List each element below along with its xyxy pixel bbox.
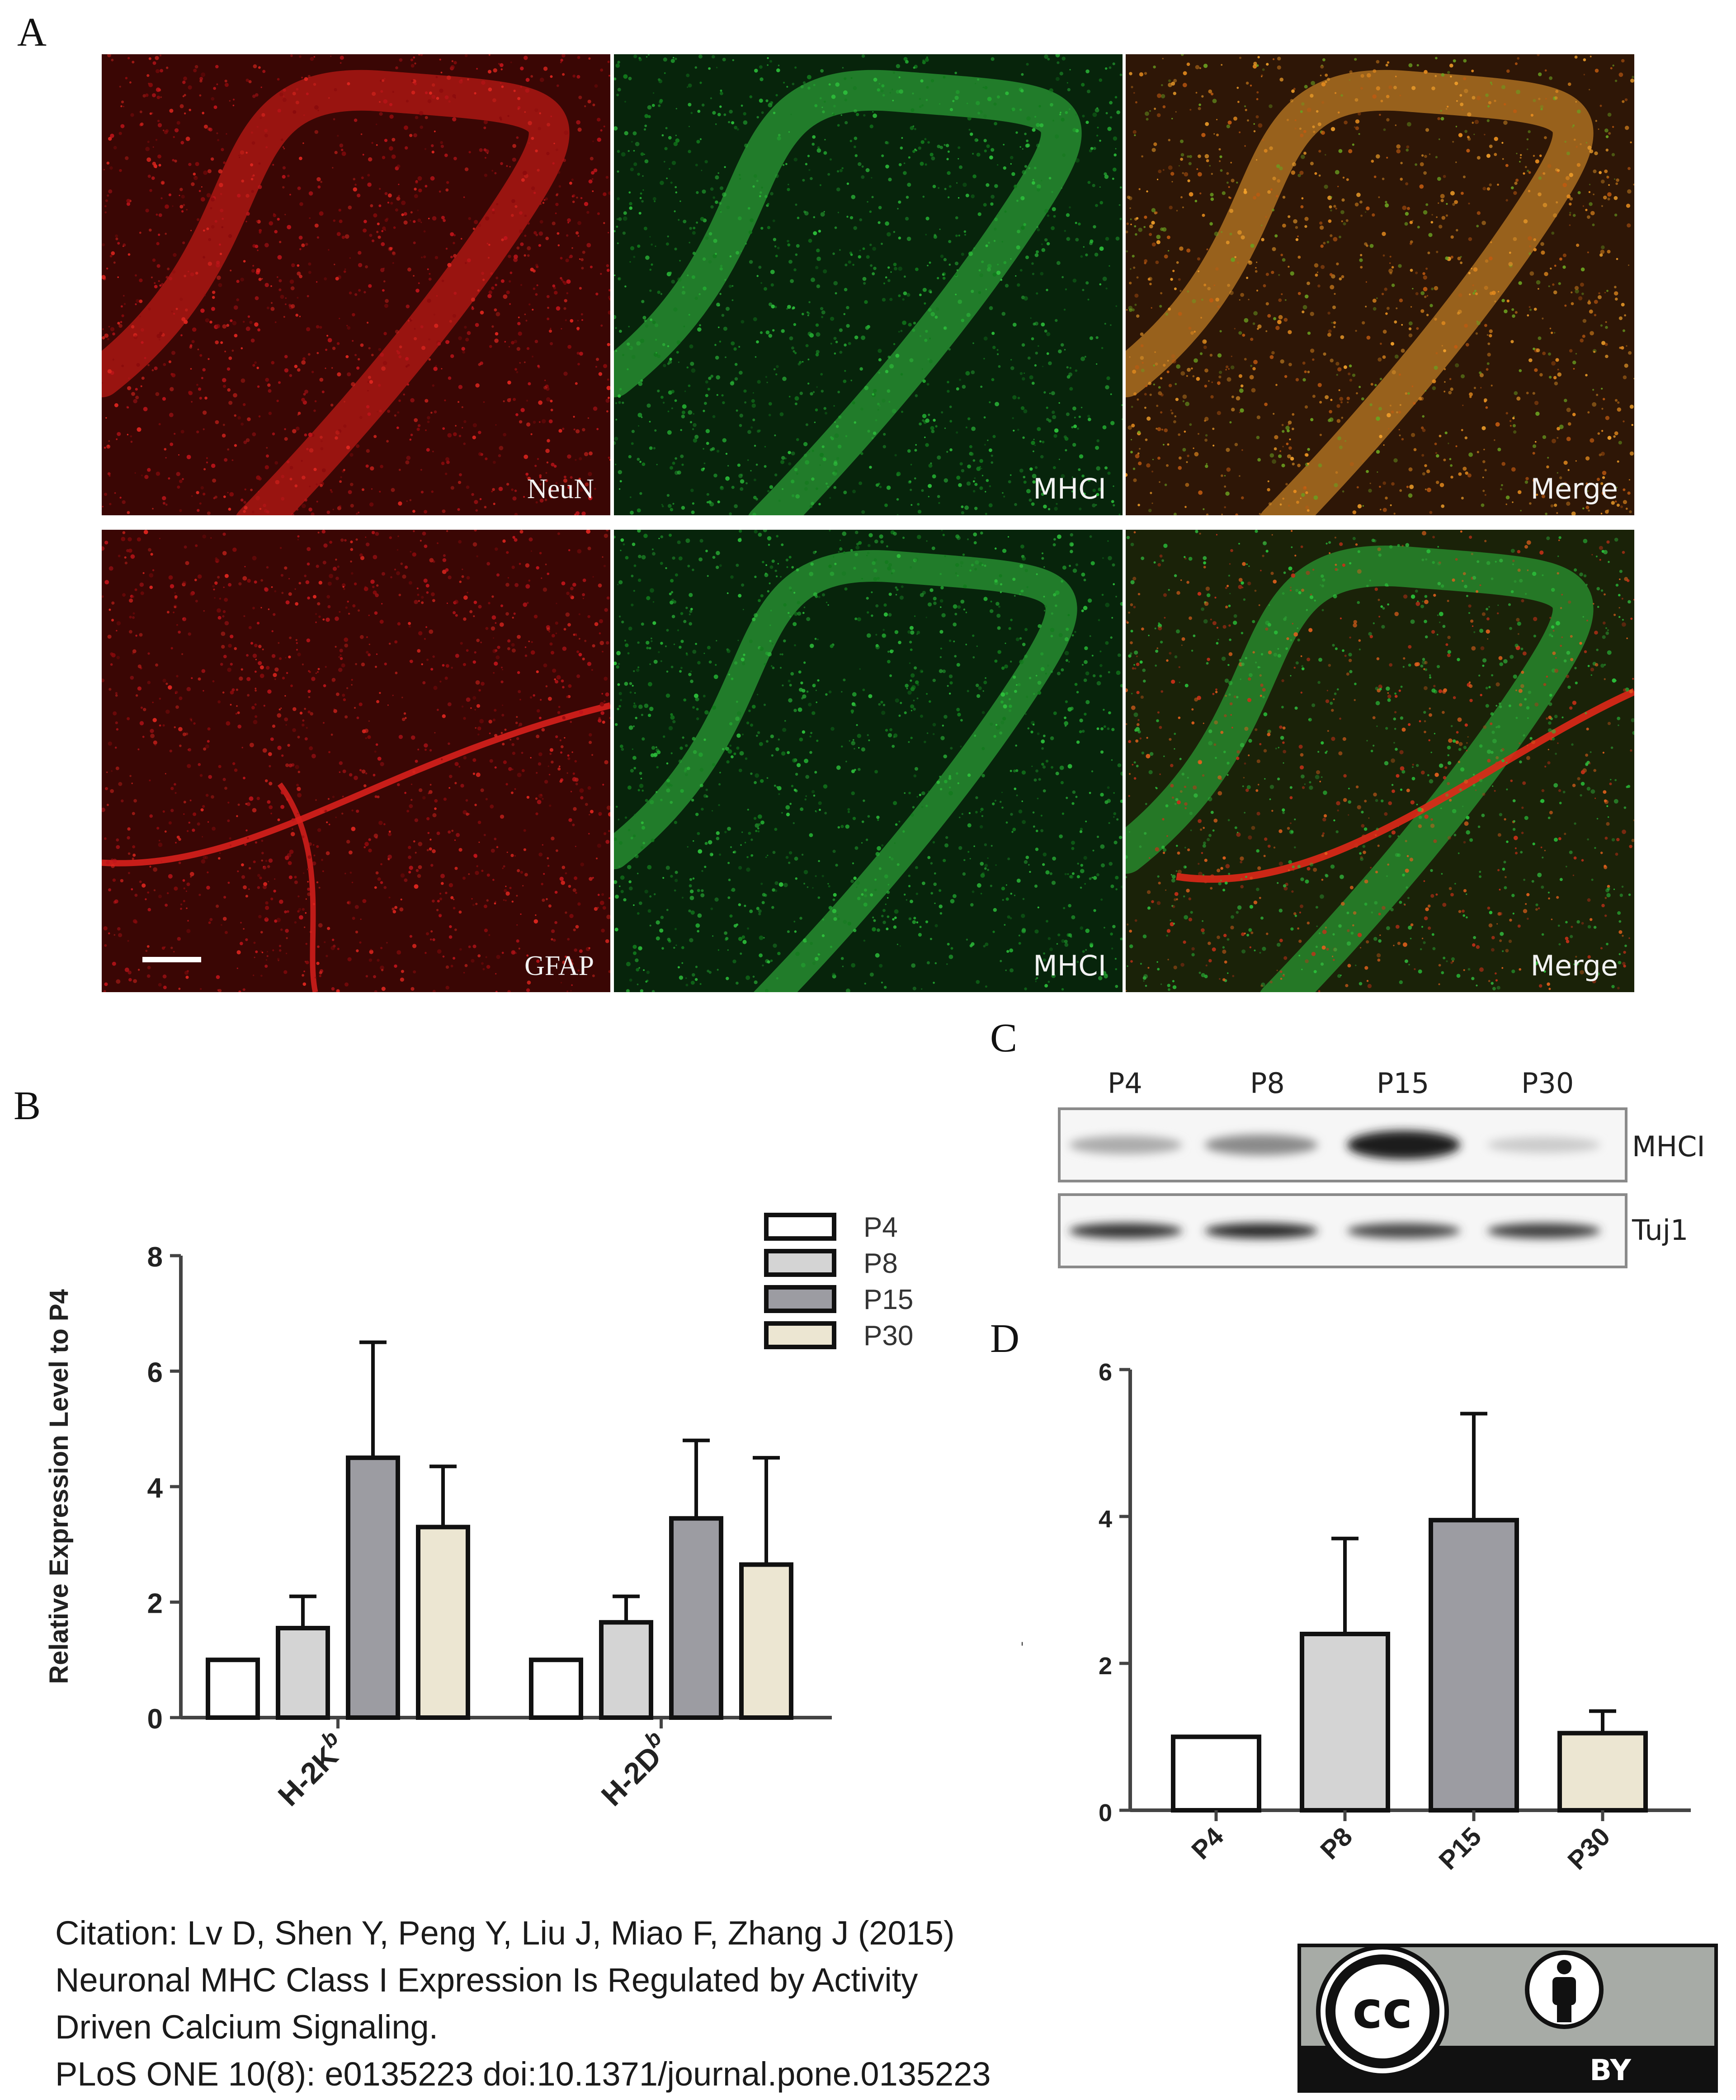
legend-label: P15: [863, 1284, 913, 1315]
micrograph-label: MHCI: [1033, 472, 1106, 505]
band-tuj1-p8: [1205, 1223, 1318, 1238]
bar-p30: [1557, 1731, 1648, 1813]
micrograph-merge-bottom: Merge: [1126, 530, 1634, 992]
cell-layer: [1126, 70, 1594, 515]
micrograph-label: NeuN: [527, 474, 594, 504]
lane-label-p15: P15: [1377, 1067, 1429, 1100]
citation-line-1: Citation: Lv D, Shen Y, Peng Y, Liu J, M…: [55, 1914, 955, 1952]
bar-p30-1: [739, 1562, 793, 1720]
cell-layer: [614, 70, 1082, 515]
scale-bar: [142, 957, 201, 962]
x-tick-label: H-2Db: [591, 1726, 677, 1812]
legend-swatch: [764, 1249, 836, 1277]
citation: Citation: Lv D, Shen Y, Peng Y, Liu J, M…: [55, 1910, 991, 2098]
legend-label: P30: [863, 1320, 913, 1351]
blot-image: [1058, 1107, 1628, 1268]
bar-p4-0: [206, 1657, 260, 1720]
micrograph-mhci-top: MHCI: [614, 54, 1123, 515]
cell-dots: [614, 54, 1123, 515]
y-tick-label: 2: [1099, 1653, 1112, 1680]
y-tick-label: 6: [147, 1357, 163, 1389]
blood-vessel: [102, 702, 610, 866]
cc-by-license-badge[interactable]: cc BY: [1297, 1944, 1718, 2093]
lane-label-p8: P8: [1250, 1067, 1285, 1100]
x-tick-label: P30: [1562, 1822, 1616, 1875]
x-tick-label: P15: [1433, 1822, 1487, 1875]
band-mhci-p4: [1069, 1135, 1182, 1154]
band-tuj1-p4: [1069, 1223, 1182, 1238]
cell-dots: [614, 530, 1123, 992]
y-tick-label: 0: [147, 1704, 163, 1735]
legend-swatch: [764, 1213, 836, 1241]
x-tick-label: P8: [1315, 1822, 1358, 1865]
chart-d-svg: 0 2 4 6 Relative Expression Level to P4 P4 P8 P…: [994, 1359, 1691, 1875]
legend-swatch: [764, 1321, 836, 1349]
panel-letter-a: A: [17, 10, 47, 55]
cell-layer: [614, 550, 1077, 992]
blood-vessel: [1176, 688, 1634, 883]
person-icon: [1525, 1950, 1604, 2029]
y-axis-label: Relative Expression Level to P4: [44, 1289, 74, 1684]
cell-dots: [102, 530, 610, 992]
micrograph-label: Merge: [1530, 472, 1618, 505]
cell-dots: [102, 54, 610, 515]
western-blot: P4 P8 P15 P30: [1058, 1058, 1628, 1275]
cell-layer: [102, 70, 570, 515]
y-tick-label: 4: [147, 1473, 163, 1504]
micrograph-label: MHCI: [1033, 949, 1106, 982]
y-tick-label: 2: [147, 1588, 163, 1620]
cell-layer: [1126, 546, 1594, 992]
bar-p4-1: [529, 1657, 583, 1720]
band-mhci-p8: [1205, 1135, 1318, 1155]
micrograph-background: [102, 530, 610, 992]
citation-line-2: Neuronal MHC Class I Expression Is Regul…: [55, 1961, 918, 1999]
band-mhci-p15: [1347, 1130, 1460, 1159]
micrograph-label: GFAP: [524, 951, 594, 981]
y-tick-label: 8: [147, 1242, 163, 1273]
legend-label: P4: [863, 1212, 898, 1243]
micrograph-neun: NeuN: [102, 54, 610, 515]
blot-row-label-mhci: MHCI: [1632, 1130, 1705, 1163]
lane-label-p4: P4: [1108, 1067, 1142, 1100]
bar-p15-0: [346, 1455, 400, 1720]
chart-d: 0 2 4 6 Relative Expression Level to P4 P4 P8 P…: [994, 1338, 1727, 1903]
chart-b-svg: 0 2 4 6 8 Relative Expression Level to P4 H-2K…: [44, 1212, 913, 1813]
legend-label: P8: [863, 1248, 898, 1279]
micrograph-gfap: GFAP: [102, 530, 610, 992]
panel-letter-b: B: [14, 1083, 41, 1128]
y-axis-label: Relative Expression Level to P4: [1022, 1393, 1023, 1788]
y-tick-label: 4: [1099, 1506, 1112, 1533]
bar-p8-0: [276, 1625, 330, 1720]
micrograph-label: Merge: [1530, 949, 1618, 982]
license-by-text: BY: [1590, 2054, 1631, 2087]
bar-p15-1: [669, 1516, 723, 1720]
bar-p30-0: [416, 1525, 470, 1720]
x-tick-label: H-2Kb: [268, 1726, 354, 1812]
blot-row-label-tuj1: Tuj1: [1632, 1214, 1689, 1247]
citation-line-4: PLoS ONE 10(8): e0135223 doi:10.1371/jou…: [55, 2055, 991, 2093]
cell-dots: [1126, 54, 1634, 515]
micrograph-merge-top: Merge: [1126, 54, 1634, 515]
band-tuj1-p15: [1347, 1223, 1460, 1238]
bar-p15: [1429, 1518, 1519, 1813]
lane-label-p30: P30: [1521, 1067, 1574, 1100]
bar-p8: [1300, 1632, 1390, 1813]
panel-letter-c: C: [990, 1016, 1018, 1060]
panel-letter-d: D: [990, 1316, 1019, 1361]
cell-dots: [1126, 530, 1634, 992]
band-mhci-p30: [1487, 1137, 1600, 1153]
bar-p8-1: [599, 1620, 653, 1720]
y-tick-label: 6: [1099, 1359, 1112, 1386]
micrograph-mhci-bottom: MHCI: [614, 530, 1123, 992]
blood-vessel: [277, 782, 318, 992]
y-tick-label: 0: [1099, 1799, 1112, 1827]
legend-swatch: [764, 1285, 836, 1313]
bar-p4: [1171, 1734, 1261, 1813]
band-tuj1-p30: [1487, 1223, 1600, 1238]
chart-b: 0 2 4 6 8 Relative Expression Level to P4 H-2K…: [0, 1157, 995, 1889]
x-tick-label: P4: [1186, 1822, 1229, 1865]
citation-line-3: Driven Calcium Signaling.: [55, 2008, 439, 2046]
